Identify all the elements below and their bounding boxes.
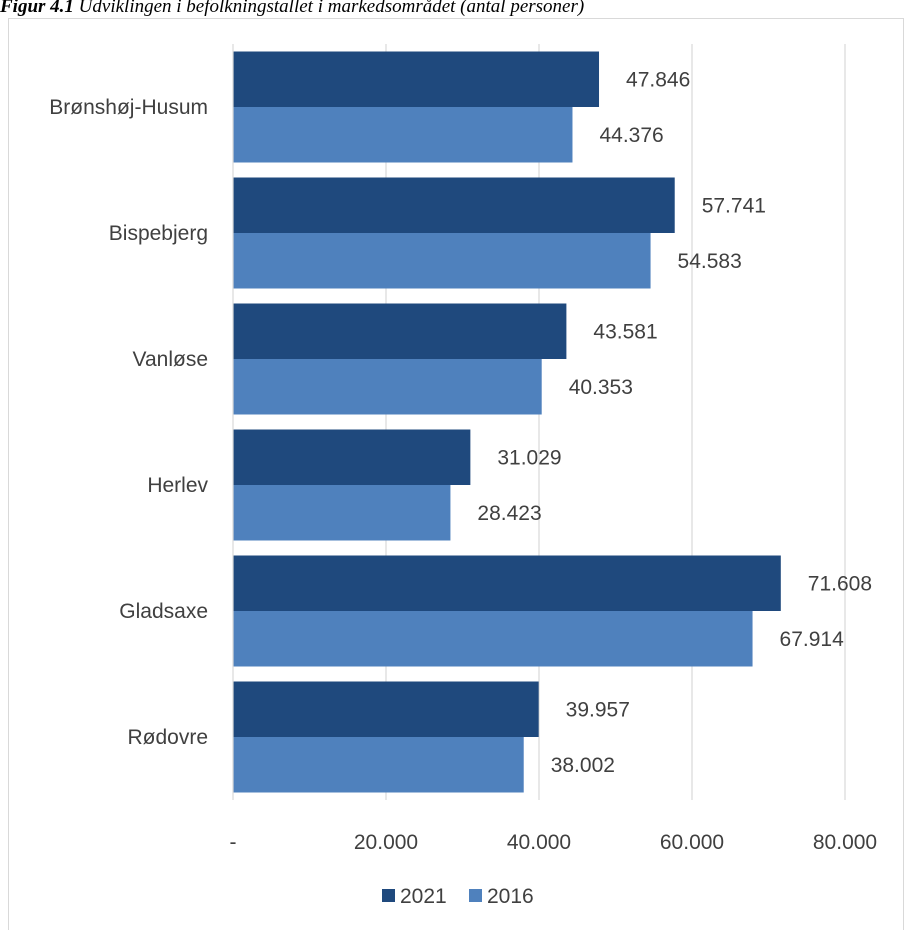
bar-2021 [233, 429, 471, 485]
bar-2016 [233, 107, 573, 163]
data-label: 31.029 [497, 446, 561, 469]
bar-2021 [233, 303, 567, 359]
x-tick-label: 80.000 [813, 831, 877, 854]
category-label: Bispebjerg [109, 222, 208, 245]
x-tick-label: - [230, 831, 237, 854]
bar-2016 [233, 737, 524, 793]
category-label: Vanløse [133, 348, 208, 371]
bar-2021 [233, 177, 675, 233]
category-label: Rødovre [127, 726, 208, 749]
category-label: Brønshøj-Husum [49, 96, 208, 119]
data-label: 47.846 [626, 68, 690, 91]
data-label: 67.914 [780, 628, 845, 651]
data-label: 39.957 [566, 698, 630, 721]
data-label: 38.002 [551, 754, 615, 777]
data-label: 44.376 [599, 124, 663, 147]
bar-2016 [233, 485, 451, 541]
bar-2016 [233, 233, 651, 289]
data-label: 43.581 [593, 320, 657, 343]
data-label: 57.741 [702, 194, 766, 217]
figure-number: Figur 4.1 [0, 0, 74, 17]
figure-caption: Figur 4.1 Udviklingen i befolkningstalle… [0, 0, 906, 20]
bar-2021 [233, 681, 539, 737]
x-tick-label: 20.000 [354, 831, 418, 854]
data-label: 71.608 [808, 572, 872, 595]
data-label: 54.583 [678, 250, 742, 273]
bar-2016 [233, 359, 542, 415]
data-label: 40.353 [569, 376, 633, 399]
bar-2021 [233, 555, 781, 611]
figure-caption-text: Udviklingen i befolkningstallet i marked… [73, 0, 585, 17]
legend-label: 2021 [400, 885, 447, 908]
bar-2021 [233, 51, 600, 107]
legend-label: 2016 [487, 885, 534, 908]
category-label: Herlev [147, 474, 208, 497]
category-label: Gladsaxe [119, 600, 208, 623]
bar-2016 [233, 611, 753, 667]
chart-frame [8, 18, 904, 930]
legend-swatch-2016 [469, 889, 482, 902]
data-label: 28.423 [477, 502, 541, 525]
x-tick-label: 40.000 [507, 831, 571, 854]
x-tick-label: 60.000 [660, 831, 724, 854]
legend-swatch-2021 [382, 889, 395, 902]
